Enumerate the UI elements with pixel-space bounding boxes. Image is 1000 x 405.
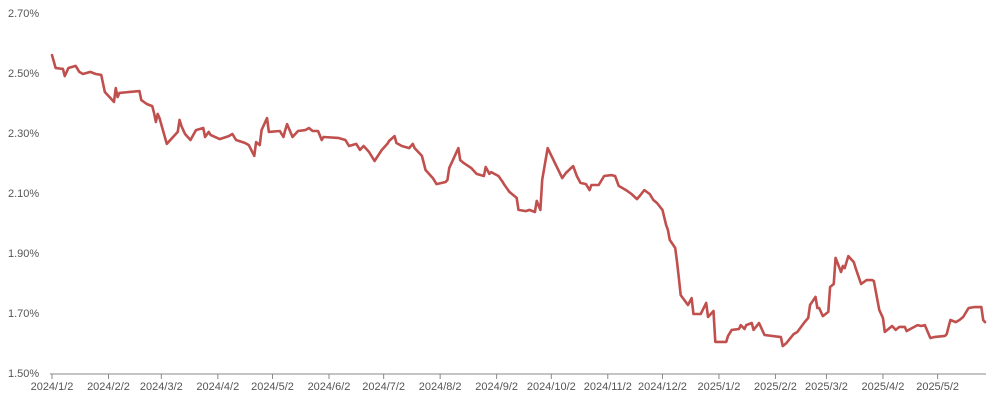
- x-tick-label: 2024/7/2: [362, 381, 405, 393]
- x-tick-label: 2024/1/2: [31, 381, 74, 393]
- x-tick-label: 2024/3/2: [140, 381, 183, 393]
- x-tick-label: 2024/12/2: [638, 381, 687, 393]
- y-tick-label: 1.90%: [8, 248, 39, 260]
- y-tick-label: 2.70%: [8, 8, 39, 20]
- series-line: [50, 53, 987, 348]
- x-tick-label: 2025/2/2: [754, 381, 797, 393]
- x-tick-label: 2024/4/2: [196, 381, 239, 393]
- x-tick-label: 2025/4/2: [862, 381, 905, 393]
- x-tick-label: 2024/2/2: [87, 381, 130, 393]
- x-tick-label: 2024/6/2: [308, 381, 351, 393]
- x-tick-label: 2025/5/2: [916, 381, 959, 393]
- x-tick-label: 2024/10/2: [527, 381, 576, 393]
- x-tick-label: 2025/3/2: [805, 381, 848, 393]
- x-tick-label: 2024/8/2: [419, 381, 462, 393]
- y-tick-label: 1.50%: [8, 368, 39, 380]
- y-tick-label: 1.70%: [8, 308, 39, 320]
- y-tick-label: 2.30%: [8, 128, 39, 140]
- y-tick-label: 2.50%: [8, 68, 39, 80]
- x-tick-label: 2024/5/2: [251, 381, 294, 393]
- x-tick-label: 2024/9/2: [475, 381, 518, 393]
- x-tick-label: 2025/1/2: [698, 381, 741, 393]
- y-tick-label: 2.10%: [8, 188, 39, 200]
- x-tick-label: 2024/11/2: [584, 381, 632, 393]
